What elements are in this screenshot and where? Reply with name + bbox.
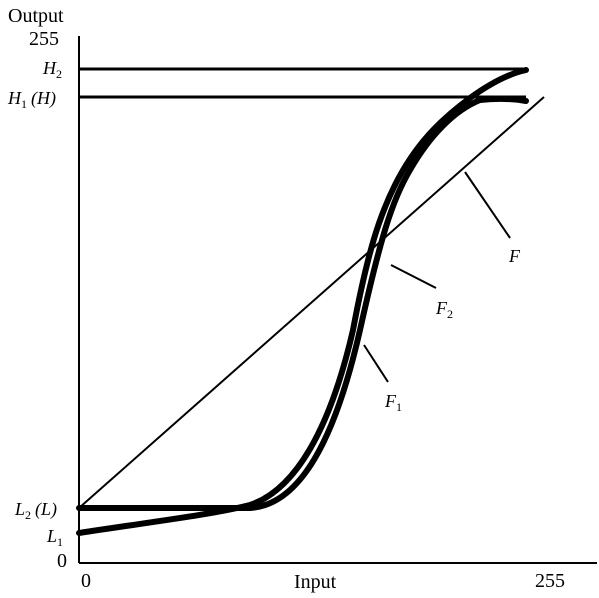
f-label: F — [508, 246, 521, 266]
f-callout-line — [464, 171, 511, 239]
y-zero-tick: 0 — [57, 550, 67, 572]
x-axis-title: Input — [294, 571, 337, 593]
f1-callout-line — [363, 344, 389, 383]
f1-label: F1 — [384, 391, 402, 414]
l2-label: L2 (L) — [14, 499, 57, 522]
curve-f2 — [76, 95, 529, 511]
curve-f-line — [78, 96, 545, 509]
f2-label: F2 — [435, 298, 453, 321]
h1-label: H1 (H) — [7, 88, 56, 111]
curve-f1 — [76, 67, 529, 536]
y-axis-title: Output — [8, 5, 64, 27]
f2-callout-line — [390, 264, 437, 289]
x-max-tick: 255 — [535, 570, 565, 592]
l1-label: L1 — [46, 526, 63, 549]
y-top-tick: 255 — [29, 28, 59, 50]
x-zero-tick: 0 — [81, 570, 91, 592]
h2-label: H2 — [42, 58, 62, 81]
